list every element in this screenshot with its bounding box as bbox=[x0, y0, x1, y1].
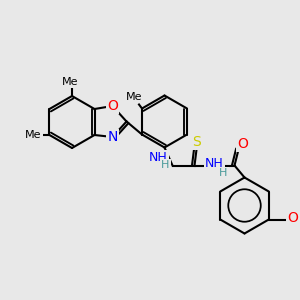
Text: NH: NH bbox=[149, 151, 168, 164]
Text: H: H bbox=[161, 160, 170, 170]
Text: O: O bbox=[237, 136, 248, 151]
Text: H: H bbox=[219, 169, 228, 178]
Text: O: O bbox=[107, 99, 118, 113]
Text: Me: Me bbox=[62, 77, 78, 87]
Text: N: N bbox=[107, 130, 118, 144]
Text: Me: Me bbox=[126, 92, 142, 101]
Text: Me: Me bbox=[25, 130, 42, 140]
Text: S: S bbox=[192, 134, 201, 148]
Text: NH: NH bbox=[205, 157, 224, 170]
Text: O: O bbox=[287, 211, 298, 224]
